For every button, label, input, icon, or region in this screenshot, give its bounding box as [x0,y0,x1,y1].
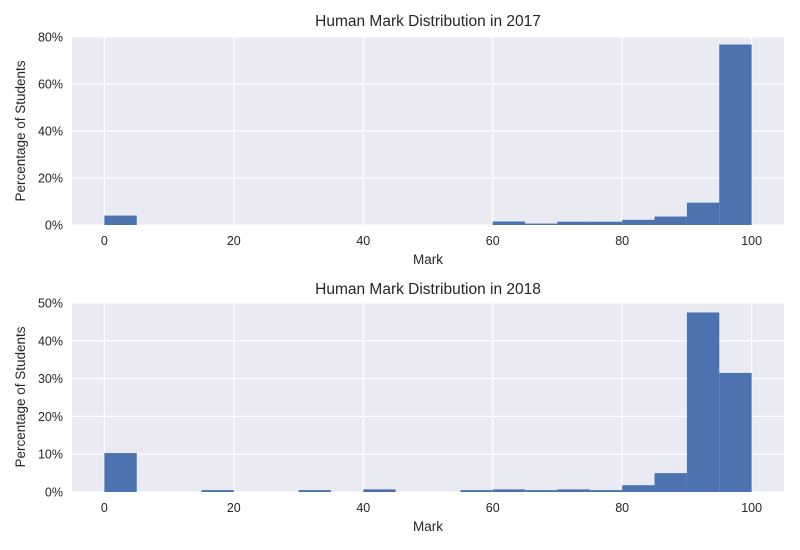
x-tick-label: 60 [486,234,500,248]
histogram-bar [104,453,137,492]
x-tick-label: 20 [227,501,241,515]
chart-title-2018: Human Mark Distribution in 2018 [315,281,541,298]
x-tick-label: 20 [227,234,241,248]
histogram-2017: 0 20 40 60 80 100 0% 20% 40% 60% 80% Human Mark D… [13,13,784,267]
y-tick-label: 50% [38,297,63,311]
histogram-bar [492,489,526,492]
histogram-bar [719,44,752,225]
histogram-bar [525,490,558,492]
x-tick-label: 0 [101,501,108,515]
y-ticks-2018: 0% 10% 20% 30% 40% 50% [38,297,63,500]
x-axis-label-2018: Mark [413,519,443,534]
histogram-bar [104,215,137,225]
histogram-bar [719,372,752,492]
y-tick-label: 0% [45,486,63,500]
x-tick-label: 80 [615,234,629,248]
histogram-bar [557,489,590,492]
histogram-2018: 0 20 40 60 80 100 0% 10% 20% 30% 40% 50% Human Mar… [13,281,784,534]
y-tick-label: 40% [38,334,63,348]
x-tick-label: 40 [356,501,370,515]
histogram-bar [201,490,234,492]
histogram-bar [589,221,623,225]
histogram-bar [686,202,720,225]
x-tick-label: 0 [101,234,108,248]
y-tick-label: 20% [38,172,63,186]
y-tick-label: 10% [38,448,63,462]
y-axis-label-2018: Percentage of Students [13,326,28,467]
histogram-bar [557,221,590,225]
bars-2018 [104,312,752,492]
x-tick-label: 40 [356,234,370,248]
histogram-bar [460,490,493,492]
histogram-bar [654,216,687,225]
x-tick-label: 60 [486,501,500,515]
histogram-bar [298,490,331,492]
histogram-bar [622,485,655,492]
y-axis-label-2017: Percentage of Students [13,60,28,201]
y-tick-label: 40% [38,125,63,139]
histogram-bar [622,219,655,225]
chart-title-2017: Human Mark Distribution in 2017 [315,13,541,30]
x-tick-label: 100 [741,234,762,248]
bars-2017 [104,44,752,225]
histogram-bar [492,221,526,225]
x-axis-label-2017: Mark [413,252,443,267]
x-tick-label: 80 [615,501,629,515]
histogram-bar [654,473,687,492]
histogram-bar [363,489,396,492]
x-ticks-2018: 0 20 40 60 80 100 [101,501,762,515]
x-ticks-2017: 0 20 40 60 80 100 [101,234,762,248]
x-tick-label: 100 [741,501,762,515]
y-tick-label: 20% [38,410,63,424]
y-tick-label: 80% [38,31,63,45]
histogram-bar [589,490,623,492]
y-tick-label: 60% [38,78,63,92]
y-tick-label: 0% [45,219,63,233]
plot-area-2018 [72,303,784,492]
y-ticks-2017: 0% 20% 40% 60% 80% [38,31,63,233]
histogram-bar [686,312,720,492]
histogram-bar [525,223,558,225]
y-tick-label: 30% [38,372,63,386]
